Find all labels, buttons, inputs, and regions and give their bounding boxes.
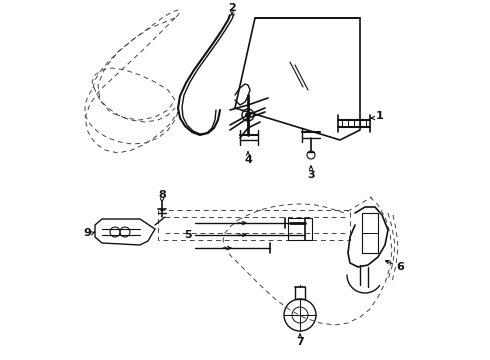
- Text: 6: 6: [396, 262, 404, 272]
- Circle shape: [245, 113, 250, 117]
- Text: 5: 5: [184, 230, 192, 240]
- Text: 8: 8: [158, 190, 166, 200]
- Text: 4: 4: [244, 155, 252, 165]
- Text: 7: 7: [296, 337, 304, 347]
- Text: 9: 9: [83, 228, 91, 238]
- Text: 2: 2: [228, 3, 236, 13]
- Text: 1: 1: [376, 111, 384, 121]
- Text: 3: 3: [307, 170, 315, 180]
